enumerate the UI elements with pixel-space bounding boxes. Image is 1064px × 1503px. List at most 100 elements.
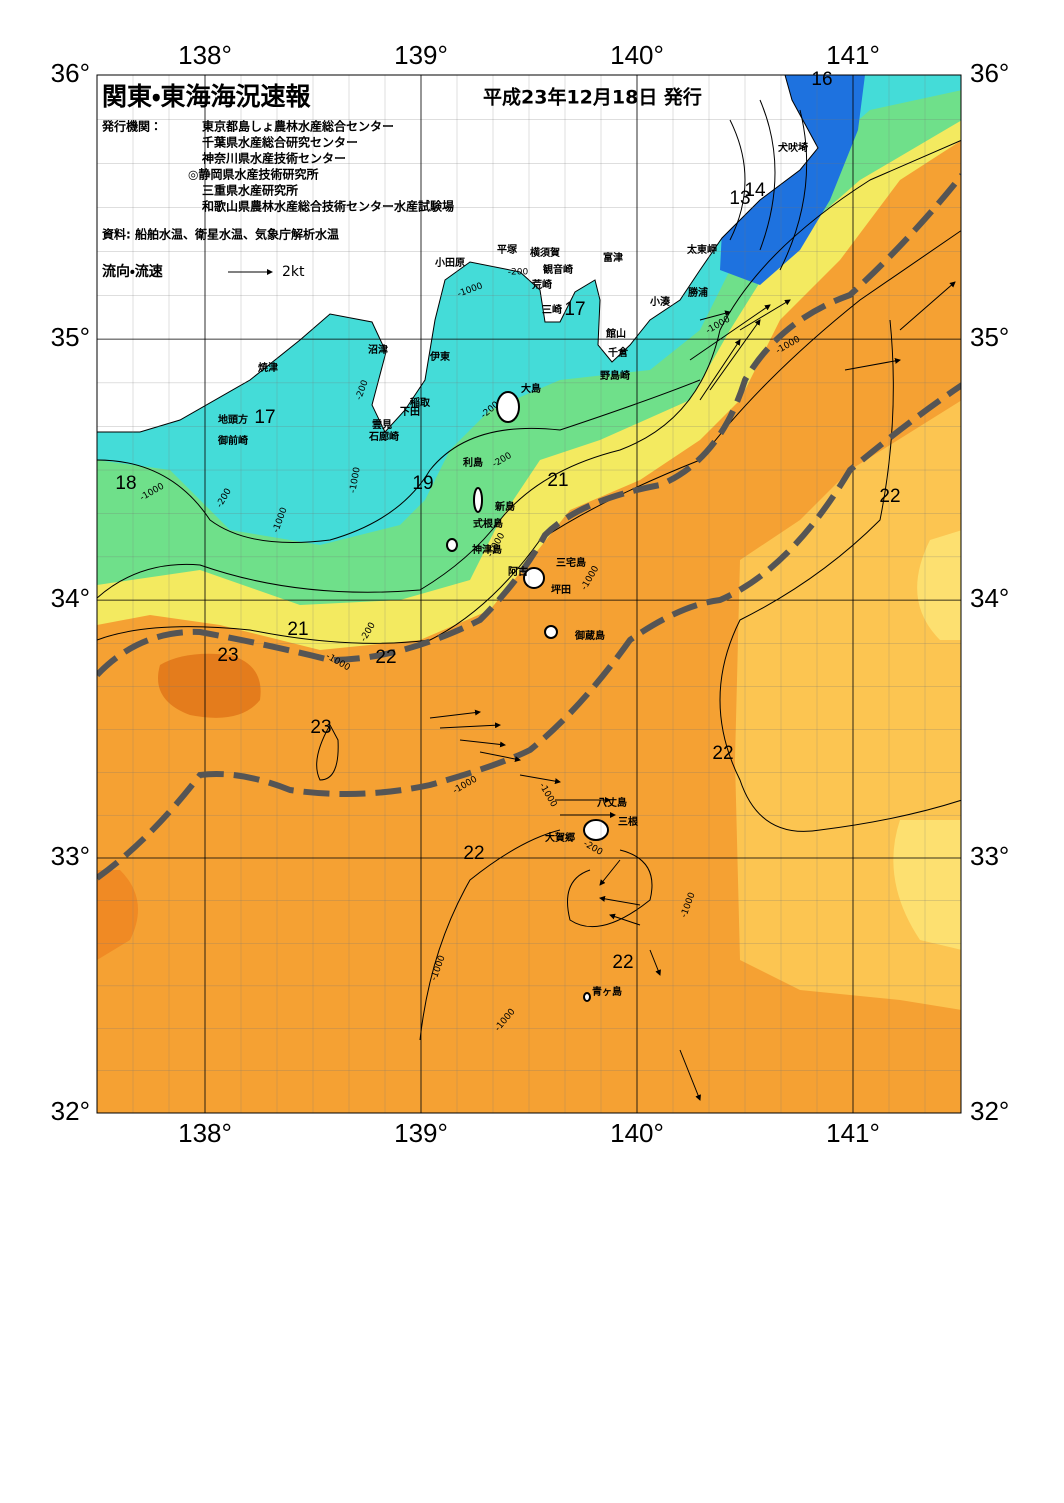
isotherm — [719, 319, 961, 832]
place-name: 阿古 — [508, 565, 528, 578]
land — [97, 75, 819, 433]
arrow — [599, 859, 621, 886]
isotherm-label: 17 — [564, 299, 585, 320]
place-name: 平塚 — [497, 243, 518, 256]
issuer: 東京都島しょ農林水産総合センター — [202, 119, 394, 134]
place-name: 稲取 — [410, 396, 431, 409]
isotherm — [97, 230, 961, 644]
map-frame — [96, 74, 962, 1114]
place-name: 利島 — [463, 456, 483, 469]
place-name: 下田 — [400, 406, 420, 418]
yellow-patch — [893, 530, 961, 950]
arrow — [439, 722, 501, 729]
issuer: 千葉県水産総合研究センター — [202, 135, 358, 150]
axes: 138° 138° 139° 139° 140° 140° 141° 141° 36° 36° 35… — [51, 40, 1010, 1148]
lat-tick-label: 32° — [970, 1096, 1009, 1126]
lon-tick-label: 140° — [610, 1118, 664, 1148]
arrow — [899, 281, 956, 331]
island — [544, 625, 558, 639]
isotherm — [316, 723, 339, 781]
arrow — [709, 319, 761, 391]
place-name: 大賀郷 — [545, 831, 575, 844]
arrow — [459, 739, 506, 748]
place-name: 雲見 — [372, 419, 392, 431]
lon-tick-label: 141° — [826, 40, 880, 70]
isotherm-label: 13 — [729, 188, 750, 209]
place-name: 富津 — [603, 251, 623, 264]
place-name: 地頭方 — [218, 413, 248, 426]
lat-tick-label: 33° — [970, 841, 1009, 871]
place-name: 焼津 — [258, 361, 278, 374]
place-name: 沼津 — [368, 343, 388, 356]
isotherm-label: 21 — [287, 619, 308, 640]
lat-tick-label: 34° — [970, 583, 1009, 613]
place-name: 坪田 — [551, 583, 571, 596]
place-name: 荒崎 — [531, 278, 552, 291]
arrow — [699, 310, 731, 321]
place-name: 千倉 — [608, 346, 629, 359]
place-name: 観音崎 — [543, 263, 573, 276]
lat-tick-label: 33° — [51, 841, 90, 871]
lat-tick-label: 35° — [51, 322, 90, 352]
place-name: 青ヶ島 — [592, 985, 622, 998]
issuer: 和歌山県農林水産総合技術センター水産試験場 — [201, 199, 454, 214]
warm-edge — [97, 870, 138, 960]
isotherm-label: 19 — [412, 473, 433, 494]
place-name: 館山 — [605, 327, 626, 340]
place-name: 三宅島 — [556, 556, 586, 569]
lat-tick-label: 36° — [970, 58, 1009, 88]
place-name: 横須賀 — [530, 246, 560, 259]
place-name: 八丈島 — [597, 796, 627, 809]
arrow — [739, 299, 791, 331]
lon-tick-label: 139° — [394, 1118, 448, 1148]
issuer: 神奈川県水産技術センター — [201, 151, 346, 166]
legend-scale: 2kt — [282, 264, 305, 280]
isotherm-label: 21 — [547, 470, 568, 491]
place-name: 式根島 — [473, 517, 503, 530]
lon-tick-label: 140° — [610, 40, 664, 70]
place-name: 神津島 — [471, 543, 502, 556]
place-name: 新島 — [494, 500, 515, 513]
isotherm-label: 23 — [310, 717, 331, 738]
place-name: 犬吠埼 — [778, 141, 808, 154]
arrow — [689, 304, 771, 361]
place-name: 三根 — [618, 815, 639, 828]
isotherm-label: 16 — [811, 69, 832, 90]
place-name: 石廊崎 — [368, 430, 399, 443]
isotherm-label: 22 — [463, 843, 484, 864]
issuer-label: 発行機関： — [101, 119, 162, 134]
isotherm-label: 17 — [254, 407, 275, 428]
title: 関東・東海海況速報 — [102, 82, 312, 111]
isotherm-label: 22 — [612, 952, 633, 973]
island — [446, 538, 458, 552]
isotherm-label: 23 — [217, 645, 238, 666]
isotherm-label: 18 — [115, 473, 136, 494]
depth-label: -1000 — [348, 466, 362, 494]
legend-label: 流向・流速 — [102, 263, 163, 280]
issue-date: 平成23年12月18日 発行 — [483, 86, 702, 109]
kuroshio-axis — [97, 173, 961, 881]
arrow — [519, 774, 561, 785]
isotherm — [97, 379, 701, 543]
arrow — [599, 895, 641, 906]
kuroshio-line — [97, 382, 961, 881]
isotherm — [419, 829, 653, 1041]
warm-core — [158, 653, 261, 718]
island — [583, 992, 591, 1002]
arrow — [429, 709, 481, 719]
place-name: 伊東 — [429, 350, 450, 363]
place-name: 小田原 — [434, 256, 465, 269]
place-name: 小湊 — [649, 295, 671, 308]
arrow — [609, 913, 641, 926]
lon-tick-label: 138° — [178, 40, 232, 70]
place-name: 御前崎 — [217, 434, 248, 447]
current-arrows — [429, 281, 956, 1101]
arrow — [479, 751, 521, 762]
island — [583, 819, 609, 841]
isotherm-label: 14 — [744, 180, 766, 201]
depth-label: -200 — [508, 268, 529, 278]
place-name: 勝浦 — [688, 286, 708, 299]
place-name: 太東岬 — [686, 243, 717, 256]
lat-tick-label: 36° — [51, 58, 90, 88]
